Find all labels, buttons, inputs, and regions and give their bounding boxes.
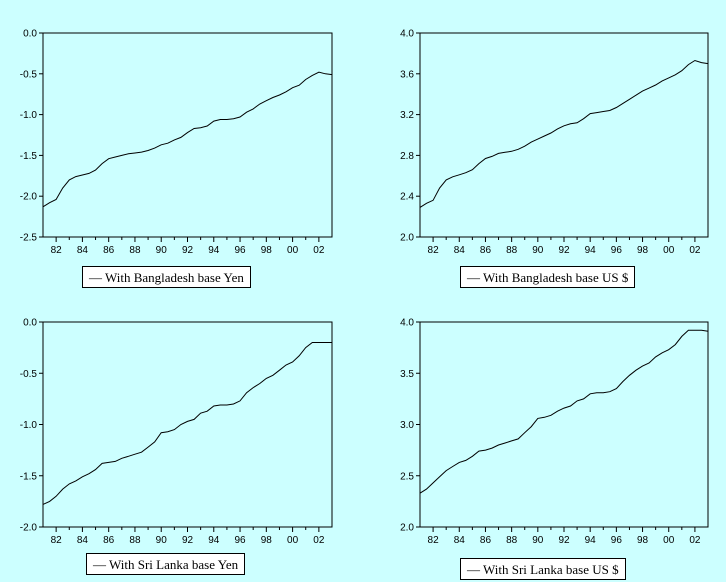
y-tick-label: 2.0	[400, 233, 414, 244]
legend-box-4: — With Sri Lanka base US $	[460, 558, 626, 580]
y-tick-label: 4.0	[400, 318, 414, 329]
x-tick-label: 00	[663, 245, 675, 256]
y-tick-label: -0.5	[20, 69, 38, 80]
y-tick-label: -1.0	[20, 110, 38, 121]
plot-area-4	[419, 321, 709, 528]
x-tick-label: 84	[77, 245, 89, 256]
x-tick-label: 92	[182, 535, 194, 546]
x-tick-label: 88	[506, 245, 518, 256]
y-tick-label: 3.0	[400, 420, 414, 431]
legend-line-glyph: —	[89, 270, 102, 285]
x-tick-label: 94	[208, 535, 220, 546]
x-tick-label: 90	[532, 535, 544, 546]
y-tick-label: -2.0	[20, 523, 38, 534]
legend-label: With Sri Lanka base Yen	[109, 557, 239, 572]
series-line-4	[419, 329, 709, 494]
x-tick-label: 84	[77, 535, 89, 546]
x-tick-label: 86	[480, 245, 492, 256]
x-tick-label: 86	[103, 245, 115, 256]
x-tick-label: 96	[234, 535, 246, 546]
x-tick-label: 82	[51, 245, 63, 256]
x-tick-label: 88	[129, 245, 141, 256]
y-tick-label: -1.5	[20, 471, 38, 482]
x-tick-label: 92	[558, 245, 570, 256]
y-tick-label: 0.0	[23, 29, 37, 40]
y-tick-label: -0.5	[20, 369, 38, 380]
x-tick-label: 94	[585, 245, 597, 256]
y-tick-label: 3.5	[400, 369, 414, 380]
x-tick-label: 88	[129, 535, 141, 546]
y-tick-label: 2.4	[400, 192, 414, 203]
legend-label: With Bangladesh base US $	[483, 270, 629, 285]
series-line-1	[42, 71, 333, 208]
legend-label: With Bangladesh base Yen	[105, 270, 244, 285]
x-tick-label: 98	[261, 245, 273, 256]
y-tick-label: -2.0	[20, 192, 38, 203]
x-tick-label: 82	[428, 245, 440, 256]
legend-line-glyph: —	[467, 562, 480, 577]
x-tick-label: 92	[558, 535, 570, 546]
x-tick-label: 90	[532, 245, 544, 256]
x-tick-label: 00	[287, 535, 299, 546]
plot-area-3	[42, 321, 333, 528]
y-tick-label: 0.0	[23, 318, 37, 329]
y-tick-label: 2.5	[400, 471, 414, 482]
legend-line-glyph: —	[93, 557, 106, 572]
x-tick-label: 90	[156, 535, 168, 546]
x-tick-label: 02	[313, 245, 325, 256]
x-tick-label: 84	[454, 535, 466, 546]
x-tick-label: 82	[428, 535, 440, 546]
y-tick-label: -1.5	[20, 151, 38, 162]
x-tick-label: 00	[287, 245, 299, 256]
x-tick-label: 96	[234, 245, 246, 256]
y-tick-label: 3.2	[400, 110, 414, 121]
y-tick-label: -1.0	[20, 420, 38, 431]
series-line-2	[419, 59, 709, 208]
series-line-3	[42, 342, 332, 505]
x-tick-label: 82	[51, 535, 63, 546]
y-tick-label: 4.0	[400, 29, 414, 40]
x-tick-label: 92	[182, 245, 194, 256]
x-tick-label: 88	[506, 535, 518, 546]
legend-box-2: — With Bangladesh base US $	[460, 266, 636, 288]
x-tick-label: 02	[689, 245, 701, 256]
x-tick-label: 02	[689, 535, 701, 546]
x-tick-label: 90	[156, 245, 168, 256]
x-tick-label: 96	[611, 535, 623, 546]
legend-box-3: — With Sri Lanka base Yen	[86, 553, 246, 575]
x-tick-label: 98	[637, 245, 649, 256]
x-tick-label: 00	[663, 535, 675, 546]
x-tick-label: 98	[261, 535, 273, 546]
x-tick-label: 84	[454, 245, 466, 256]
x-tick-label: 94	[208, 245, 220, 256]
y-tick-label: 2.0	[400, 523, 414, 534]
x-tick-label: 98	[637, 535, 649, 546]
y-tick-label: 2.8	[400, 151, 414, 162]
plot-area-2	[419, 32, 709, 238]
legend-label: With Sri Lanka base US $	[483, 562, 619, 577]
plot-area-1	[42, 32, 333, 238]
legend-line-glyph: —	[467, 270, 480, 285]
y-tick-label: 3.6	[400, 69, 414, 80]
x-tick-label: 86	[103, 535, 115, 546]
y-tick-label: -2.5	[20, 233, 38, 244]
legend-box-1: — With Bangladesh base Yen	[82, 266, 251, 288]
x-tick-label: 94	[585, 535, 597, 546]
x-tick-label: 02	[313, 535, 325, 546]
x-tick-label: 86	[480, 535, 492, 546]
x-tick-label: 96	[611, 245, 623, 256]
